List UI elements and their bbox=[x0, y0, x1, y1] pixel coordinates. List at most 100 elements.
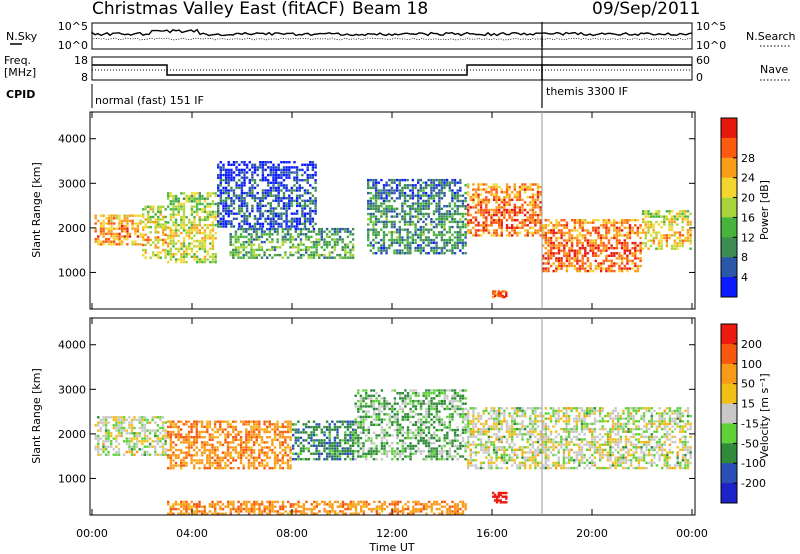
power-cell-6 bbox=[498, 221, 501, 224]
power-cell-3 bbox=[307, 227, 310, 231]
power-cell-5 bbox=[417, 249, 420, 252]
velocity-cell-0 bbox=[110, 432, 113, 435]
power-cell-4 bbox=[251, 189, 254, 192]
power-cell-1 bbox=[164, 233, 167, 236]
velocity-cell-0 bbox=[146, 453, 149, 456]
power-cell-4 bbox=[290, 166, 294, 169]
velocity-cell-1 bbox=[247, 446, 251, 449]
power-cell-1 bbox=[164, 220, 167, 224]
velocity-cell-1 bbox=[232, 425, 235, 429]
velocity-cell-0 bbox=[135, 434, 139, 438]
power-cell-3 bbox=[234, 246, 238, 249]
power-cell-7 bbox=[597, 229, 600, 232]
power-cell-5 bbox=[403, 212, 407, 216]
velocity-cell-0 bbox=[164, 437, 167, 440]
power-cell-7 bbox=[589, 231, 592, 235]
velocity-cell-3 bbox=[427, 394, 431, 397]
power-cell-4 bbox=[267, 161, 270, 164]
velocity-cell-1 bbox=[206, 467, 209, 470]
power-cell-4 bbox=[235, 217, 238, 220]
power-cell-4 bbox=[280, 215, 283, 218]
velocity-cell-3 bbox=[417, 428, 420, 432]
power-cell-4 bbox=[269, 222, 272, 226]
velocity-cell-3 bbox=[404, 389, 407, 392]
power-cell-2 bbox=[182, 205, 186, 208]
velocity-cell-3 bbox=[440, 392, 444, 395]
power-cell-6 bbox=[495, 183, 498, 186]
power-cell-5 bbox=[409, 194, 412, 197]
velocity-cell-3 bbox=[401, 452, 404, 456]
power-cell-5 bbox=[432, 238, 436, 242]
velocity-cell-3 bbox=[383, 452, 386, 456]
power-cell-5 bbox=[385, 189, 388, 192]
power-cell-5 bbox=[393, 207, 396, 210]
velocity-cell-3 bbox=[448, 447, 452, 450]
velocity-cell-3 bbox=[380, 389, 384, 392]
power-cell-3 bbox=[255, 253, 258, 257]
power-cell-4 bbox=[298, 222, 301, 226]
power-cell-3 bbox=[344, 227, 347, 231]
velocity-cell-3 bbox=[427, 389, 431, 392]
velocity-cell-1 bbox=[234, 459, 238, 462]
power-cell-3 bbox=[328, 253, 331, 257]
power-cell-4 bbox=[298, 186, 301, 190]
velocity-cell-3 bbox=[427, 405, 431, 408]
velocity-cell-1 bbox=[167, 433, 170, 436]
power-cell-6 bbox=[536, 213, 540, 217]
velocity-cell-1 bbox=[208, 443, 212, 447]
power-cell-3 bbox=[328, 243, 331, 246]
power-cell-4 bbox=[219, 194, 222, 197]
power-cell-6 bbox=[492, 229, 496, 232]
velocity-cell-1 bbox=[247, 448, 251, 452]
power-cell-7 bbox=[576, 269, 579, 273]
velocity-cell-2 bbox=[344, 425, 347, 429]
velocity-cell-3 bbox=[391, 410, 394, 413]
power-cell-6 bbox=[495, 191, 498, 194]
power-cell-0 bbox=[131, 240, 134, 243]
power-cell-5 bbox=[409, 241, 412, 244]
velocity-cell-0 bbox=[141, 429, 144, 432]
velocity-cell-3 bbox=[362, 423, 365, 426]
velocity-cell-1 bbox=[193, 425, 196, 429]
power-cell-4 bbox=[230, 212, 233, 215]
power-cell-5 bbox=[388, 189, 391, 192]
velocity-cell-0 bbox=[128, 448, 131, 451]
velocity-cell-1 bbox=[258, 451, 261, 454]
power-cell-6 bbox=[467, 203, 470, 207]
power-cell-4 bbox=[272, 171, 275, 174]
power-cell-1 bbox=[152, 251, 155, 254]
power-cell-7 bbox=[581, 241, 584, 245]
velocity-cell-0 bbox=[99, 448, 103, 451]
power-cell-5 bbox=[367, 236, 370, 239]
velocity-cell-3 bbox=[370, 423, 373, 426]
velocity-cell-3 bbox=[393, 415, 397, 419]
power-cell-5 bbox=[430, 238, 433, 242]
velocity-cell-3 bbox=[365, 392, 368, 395]
velocity-cell-1 bbox=[258, 456, 261, 459]
velocity-cell-1 bbox=[198, 436, 201, 439]
velocity-cell-0 bbox=[107, 416, 110, 419]
power-cell-7 bbox=[592, 249, 595, 252]
power-cell-5 bbox=[459, 233, 462, 237]
velocity-cell-3 bbox=[354, 458, 357, 461]
velocity-cell-3 bbox=[443, 444, 446, 448]
power-cell-5 bbox=[409, 231, 412, 234]
velocity-cell-1 bbox=[229, 456, 232, 459]
power-cell-6 bbox=[508, 211, 511, 214]
velocity-cell-1 bbox=[273, 446, 277, 449]
power-cell-6 bbox=[467, 229, 470, 232]
power-cell-6 bbox=[492, 193, 496, 196]
power-cell-6 bbox=[523, 201, 527, 204]
power-cell-7 bbox=[542, 257, 545, 260]
power-cell-6 bbox=[534, 193, 537, 196]
power-cell-5 bbox=[403, 191, 407, 195]
power-cell-5 bbox=[456, 225, 459, 229]
power-cell-5 bbox=[456, 181, 459, 184]
velocity-cell-3 bbox=[422, 458, 425, 461]
power-cell-5 bbox=[427, 197, 430, 200]
power-cell-3 bbox=[284, 227, 287, 231]
power-cell-3 bbox=[252, 248, 256, 252]
velocity-cell-0 bbox=[104, 448, 108, 451]
power-cell-7 bbox=[555, 236, 558, 240]
velocity-cell-2 bbox=[302, 439, 305, 442]
